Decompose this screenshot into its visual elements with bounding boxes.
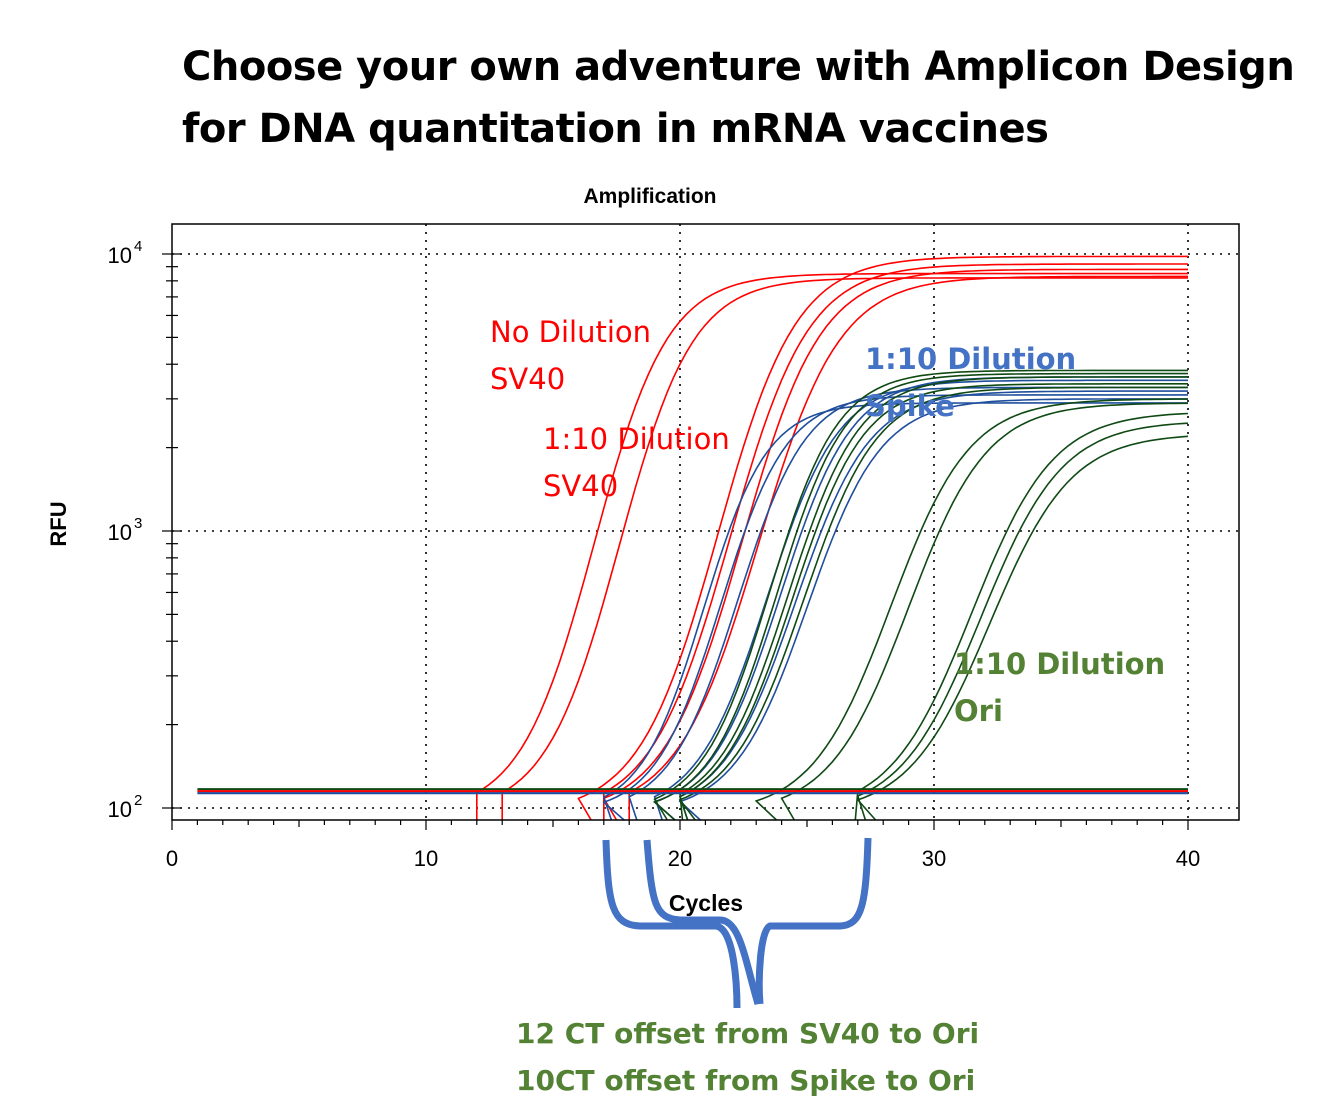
ct-offset-braces bbox=[602, 837, 872, 1009]
amplification-curve-ori bbox=[653, 369, 1188, 821]
label-line: 1:10 Dilution bbox=[954, 647, 1166, 681]
amplification-curve-spike bbox=[602, 402, 1188, 821]
label-line: 1:10 Dilution bbox=[865, 342, 1077, 376]
amplification-curve-ori bbox=[856, 422, 1189, 821]
amplification-curve-ori bbox=[679, 382, 1188, 821]
title-line-2: for DNA quantitation in mRNA vaccines bbox=[182, 106, 1049, 152]
amplification-curve-spike bbox=[678, 398, 1188, 821]
label-ori-dilution: 1:10 Dilution Ori bbox=[954, 641, 1165, 735]
y-tick-exponent: 4 bbox=[134, 238, 142, 255]
label-line: 1:10 Dilution bbox=[543, 422, 730, 456]
x-tick-label: 10 bbox=[414, 846, 438, 871]
amplification-curve-spike bbox=[602, 394, 1188, 821]
amplification-curve-ori bbox=[754, 398, 1188, 821]
y-tick-exponent: 3 bbox=[134, 515, 142, 532]
x-tick-label: 40 bbox=[1176, 846, 1200, 871]
slide-title: Choose your own adventure with Amplicon … bbox=[182, 36, 1295, 160]
x-tick-label: 30 bbox=[922, 846, 946, 871]
x-tick-label: 0 bbox=[166, 846, 178, 871]
title-line-1: Choose your own adventure with Amplicon … bbox=[182, 44, 1295, 90]
offset-note-spike-ori: 10CT offset from Spike to Ori bbox=[516, 1064, 976, 1097]
brace-ori-right bbox=[755, 837, 872, 1005]
brace-spike-to-ori-left bbox=[643, 839, 762, 1005]
amplification-curve-ori bbox=[679, 376, 1188, 821]
amplification-curve-ori bbox=[780, 402, 1188, 821]
y-axis-label: RFU bbox=[46, 501, 71, 546]
x-tick-label: 20 bbox=[668, 846, 692, 871]
amplification-curve-spike bbox=[679, 390, 1188, 821]
amplification-curve-sv40 bbox=[628, 275, 1188, 820]
grid bbox=[172, 224, 1239, 820]
y-tick-label: 10 bbox=[108, 520, 132, 545]
label-line: SV40 bbox=[543, 469, 619, 503]
amplification-curve-sv40 bbox=[577, 255, 1188, 821]
brace-sv40-to-ori bbox=[602, 839, 741, 1009]
label-spike-dilution: 1:10 Dilution Spike bbox=[865, 336, 1076, 430]
label-line: No Dilution bbox=[490, 315, 652, 349]
amplification-curve-sv40 bbox=[475, 272, 1188, 820]
amplification-curve-sv40 bbox=[602, 263, 1188, 820]
ct-offset-notes: 12 CT offset from SV40 to Ori 10CT offse… bbox=[516, 1010, 979, 1104]
amplification-curve-sv40 bbox=[602, 268, 1188, 821]
x-axis-label: Cycles bbox=[669, 890, 743, 916]
amplification-curve-ori bbox=[854, 412, 1189, 821]
label-sv40-dilution: 1:10 Dilution SV40 bbox=[543, 416, 730, 510]
amplification-curve-ori bbox=[678, 386, 1188, 821]
y-tick-label: 10 bbox=[108, 243, 132, 268]
series-layer bbox=[475, 255, 1189, 821]
y-tick-exponent: 2 bbox=[134, 792, 142, 809]
label-line: Ori bbox=[954, 694, 1003, 728]
chart-title: Amplification bbox=[583, 185, 716, 208]
baseline-layer bbox=[197, 788, 1188, 795]
offset-note-sv40-ori: 12 CT offset from SV40 to Ori bbox=[516, 1017, 980, 1050]
label-line: SV40 bbox=[490, 362, 566, 396]
label-line: Spike bbox=[865, 389, 955, 423]
label-sv40-no-dilution: No Dilution SV40 bbox=[490, 309, 651, 403]
amplification-curve-ori bbox=[653, 372, 1188, 821]
amplification-curve-ori bbox=[856, 435, 1189, 821]
y-tick-label: 10 bbox=[108, 797, 132, 822]
